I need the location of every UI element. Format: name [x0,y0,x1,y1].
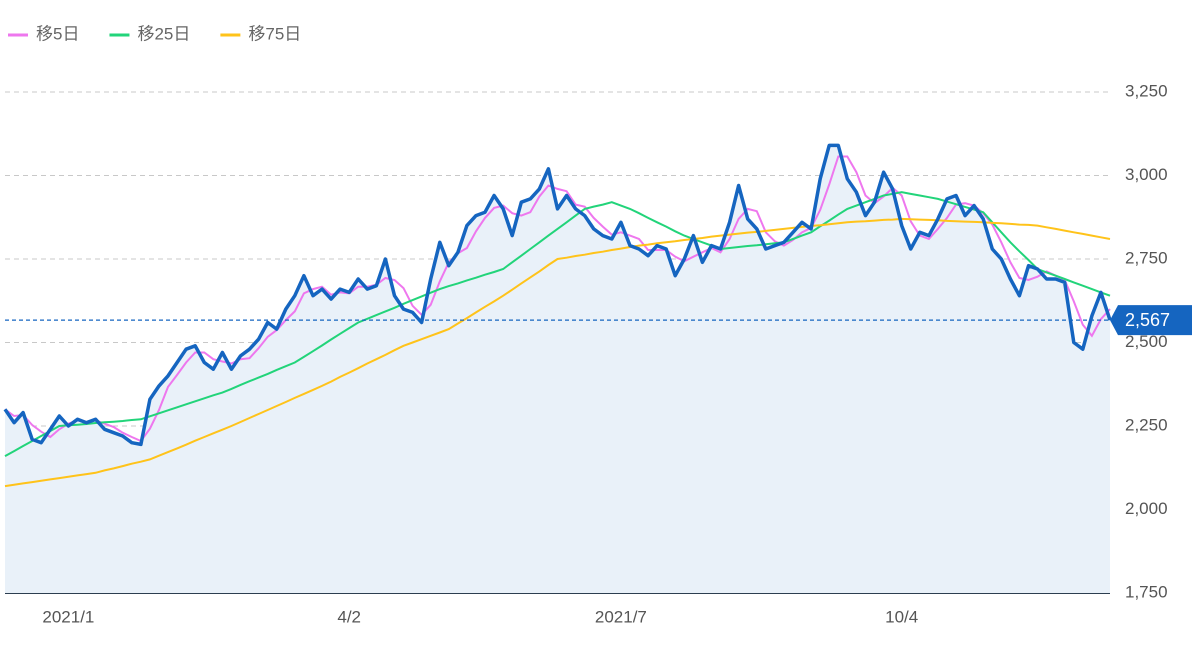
price-line [3,143,1112,447]
legend-label: 移5日 [36,24,79,43]
y-tick-label: 1,750 [1125,582,1168,601]
x-tick-label: 4/2 [337,607,361,626]
y-tick-label: 2,750 [1125,248,1168,267]
x-tick-label: 2021/7 [595,607,647,626]
moving-average-line [4,191,1111,457]
y-tick-label: 2,250 [1125,415,1168,434]
y-tick-label: 2,500 [1125,332,1168,351]
x-tick-label: 2021/1 [42,607,94,626]
y-tick-label: 2,000 [1125,499,1168,518]
moving-average-line [4,155,1111,443]
legend-label: 移75日 [248,24,301,43]
y-tick-label: 3,250 [1125,81,1168,100]
price-area [5,145,1110,593]
y-tick-label: 3,000 [1125,165,1168,184]
current-price-tag [1110,305,1192,336]
current-price-label: 2,567 [1125,310,1170,330]
legend-label: 移25日 [137,24,190,43]
moving-average-line [4,217,1111,488]
x-tick-label: 10/4 [885,607,918,626]
